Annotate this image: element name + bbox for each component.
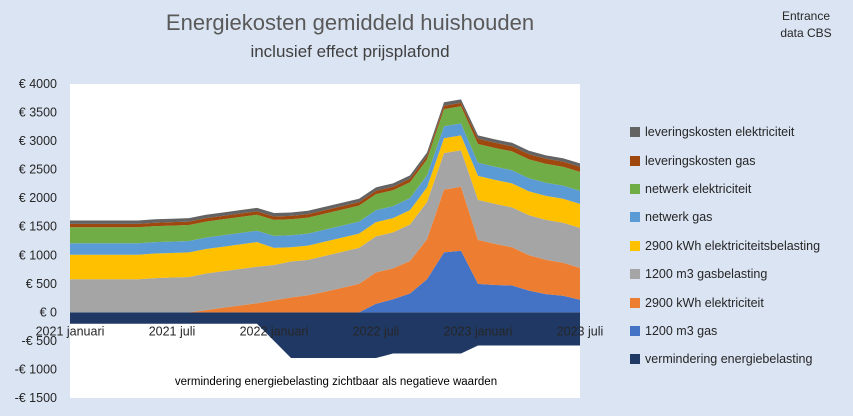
legend-label: 2900 kWh elektriciteit <box>645 295 764 310</box>
legend-item-2900-kwh-elektriciteit: 2900 kWh elektriciteit <box>630 288 820 316</box>
area-1200-m3-gasbelasting <box>70 150 580 313</box>
y-tick-label: € 500 <box>26 277 57 291</box>
legend-item-netwerk-elektriciteit: netwerk elektriciteit <box>630 175 820 203</box>
y-tick-label: -€ 1000 <box>15 362 57 376</box>
legend-item-leveringskosten-gas: leveringskosten gas <box>630 146 820 174</box>
legend-swatch <box>630 212 640 223</box>
legend-swatch <box>630 183 640 194</box>
x-tick-label: 2022 juli <box>353 324 400 338</box>
legend: leveringskosten elektriciteit leveringsko… <box>630 118 820 374</box>
area-1200-m3-gas <box>70 250 580 313</box>
legend-swatch <box>630 240 640 251</box>
x-tick-label: 2021 januari <box>36 324 105 338</box>
x-tick-label: 2022 januari <box>240 324 309 338</box>
y-tick-label: € 2500 <box>19 163 57 177</box>
legend-item-1200-m3-gasbelasting: 1200 m3 gasbelasting <box>630 260 820 288</box>
y-tick-label: € 1000 <box>19 248 57 262</box>
legend-label: leveringskosten gas <box>645 153 756 168</box>
y-tick-label: € 1500 <box>19 220 57 234</box>
y-tick-label: € 3000 <box>19 134 57 148</box>
y-tick-label: € 2000 <box>19 191 57 205</box>
x-tick-label: 2021 juli <box>149 324 196 338</box>
legend-swatch <box>630 127 640 138</box>
area-2900-kwh-elektriciteitsbelasting <box>70 135 580 280</box>
chart-subtitle: inclusief effect prijsplafond <box>250 42 450 61</box>
y-tick-label: € 0 <box>40 305 57 319</box>
legend-label: 2900 kWh elektriciteitsbelasting <box>645 238 821 253</box>
legend-item-vermindering-energiebelasting: vermindering energiebelasting <box>630 345 820 373</box>
legend-swatch <box>630 297 640 308</box>
legend-label: netwerk gas <box>645 210 713 225</box>
legend-label: leveringskosten elektriciteit <box>645 125 795 140</box>
legend-item-leveringskosten-elektriciteit: leveringskosten elektriciteit <box>630 118 820 146</box>
source-line-1: Entrance <box>781 9 831 23</box>
x-tick-label: 2023 juli <box>557 324 604 338</box>
source-note: Entrance data CBS <box>771 8 841 42</box>
legend-label: 1200 m3 gas <box>645 323 718 338</box>
legend-swatch <box>630 269 640 280</box>
legend-label: netwerk elektriciteit <box>645 181 752 196</box>
legend-item-2900-kwh-elektriciteitsbelasting: 2900 kWh elektriciteitsbelasting <box>630 232 820 260</box>
x-axis: 2021 januari 2021 juli 2022 januari 2022 ju… <box>36 324 604 338</box>
legend-item-netwerk-gas: netwerk gas <box>630 203 820 231</box>
legend-swatch <box>630 325 640 336</box>
chart-title: Energiekosten gemiddeld huishouden <box>165 10 535 35</box>
area-2900-kwh-elektriciteit <box>70 186 580 313</box>
source-line-2: data CBS <box>780 26 832 40</box>
area-vermindering-energiebelasting <box>70 312 580 359</box>
legend-swatch <box>630 354 640 365</box>
chart-annotation: vermindering energiebelasting zichtbaar … <box>175 376 497 388</box>
legend-item-1200-m3-gas: 1200 m3 gas <box>630 317 820 345</box>
y-tick-label: -€ 1500 <box>15 391 57 405</box>
legend-swatch <box>630 155 640 166</box>
area-series-layer <box>70 99 580 313</box>
x-tick-label: 2023 januari <box>444 324 513 338</box>
negative-area-layer <box>70 312 580 359</box>
legend-label: 1200 m3 gasbelasting <box>645 267 768 282</box>
y-tick-label: € 4000 <box>19 77 57 91</box>
y-axis: -€ 1500 -€ 1000 -€ 500 € 0 € 500 € 1000 € 1500… <box>15 77 57 405</box>
area-netwerk-elektriciteit <box>70 106 580 244</box>
y-tick-label: -€ 500 <box>22 334 57 348</box>
legend-label: vermindering energiebelasting <box>645 352 813 367</box>
y-tick-label: € 3500 <box>19 106 57 120</box>
